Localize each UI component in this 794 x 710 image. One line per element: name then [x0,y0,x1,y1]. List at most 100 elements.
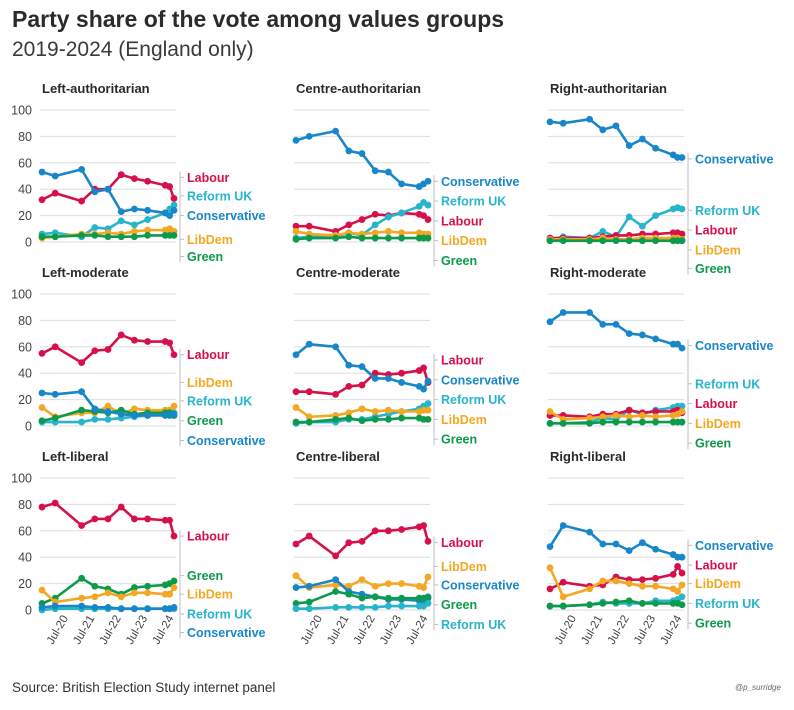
data-point [559,309,567,316]
data-point [639,412,646,419]
data-point [652,408,659,415]
data-point [358,417,366,425]
data-point [51,189,59,197]
data-point [424,216,432,223]
chart-subtitle: 2019-2024 (England only) [12,38,254,61]
data-point [586,237,593,245]
series-label: Green [187,250,223,264]
y-tick-label: 0 [25,420,32,434]
data-point [292,235,300,243]
data-point [678,237,686,245]
data-point [371,167,379,175]
series-label: Conservative [441,373,520,387]
series-label: Reform UK [441,618,506,632]
data-point [599,126,607,134]
series-label: Labour [441,536,483,550]
data-point [345,603,353,611]
data-point [104,402,112,410]
data-point [332,127,339,135]
y-tick-label: 60 [18,340,32,354]
data-point [398,580,405,587]
x-tick-label: Jul-21 [579,614,605,647]
panel-title: Left-authoritarian [42,81,150,96]
data-point [305,222,313,230]
series-label: Green [695,262,731,276]
source-note: Source: British Election Study internet … [12,680,276,695]
data-point [674,340,681,348]
data-point [332,343,339,351]
data-point [678,569,686,577]
series-label: Conservative [695,539,774,553]
data-point [78,406,85,414]
data-point [586,528,593,536]
data-point [78,197,85,205]
series-label: Reform UK [695,597,760,611]
data-point [371,375,379,382]
data-point [398,379,405,386]
data-point [91,188,99,196]
x-tick-label: Jul-22 [352,614,378,647]
data-point [652,582,659,590]
data-point [170,402,178,410]
data-point [385,234,392,242]
data-point [345,147,353,155]
data-point [424,537,432,545]
series-line [294,129,430,188]
data-point [332,588,339,595]
x-tick-label: Jul-21 [71,614,97,647]
data-point [420,584,427,591]
data-point [305,234,313,242]
data-point [398,408,405,415]
data-point [131,584,138,591]
data-point [345,582,353,590]
data-point [625,580,633,587]
data-point [678,154,686,161]
data-point [559,593,567,601]
data-point [38,503,46,511]
data-point [398,180,405,188]
data-point [599,418,607,426]
data-point [78,359,85,367]
data-point [546,118,554,126]
data-point [424,177,432,185]
data-point [546,237,554,245]
data-point [546,408,554,415]
data-point [144,589,152,597]
panel-centre-authoritarian: Centre-authoritarian Conservative Reform U… [292,81,520,268]
data-point [546,585,554,593]
data-point [78,418,85,426]
data-point [586,115,593,123]
data-point [345,383,353,390]
series-label: Reform UK [187,607,252,621]
data-point [91,593,99,601]
data-point [305,388,313,396]
data-point [652,335,659,343]
data-point [170,410,178,418]
data-point [674,588,681,595]
data-point [398,234,405,242]
data-point [104,416,112,423]
data-point [144,605,152,613]
data-point [424,400,432,407]
data-point [625,213,633,221]
series-label: LibDem [695,243,741,257]
data-point [612,418,620,426]
data-point [639,222,646,230]
data-point [652,237,659,245]
data-point [586,309,593,316]
data-point [639,331,646,339]
data-point [612,320,620,328]
x-tick-label: Jul-22 [98,614,124,647]
data-point [385,602,392,610]
data-point [117,593,125,601]
data-point [669,570,677,578]
data-point [332,576,339,584]
data-point [559,602,567,610]
data-point [131,221,138,229]
data-point [117,208,125,216]
data-point [586,414,593,422]
data-point [345,409,353,417]
data-point [345,590,353,598]
data-point [292,404,300,411]
data-point [639,576,646,584]
